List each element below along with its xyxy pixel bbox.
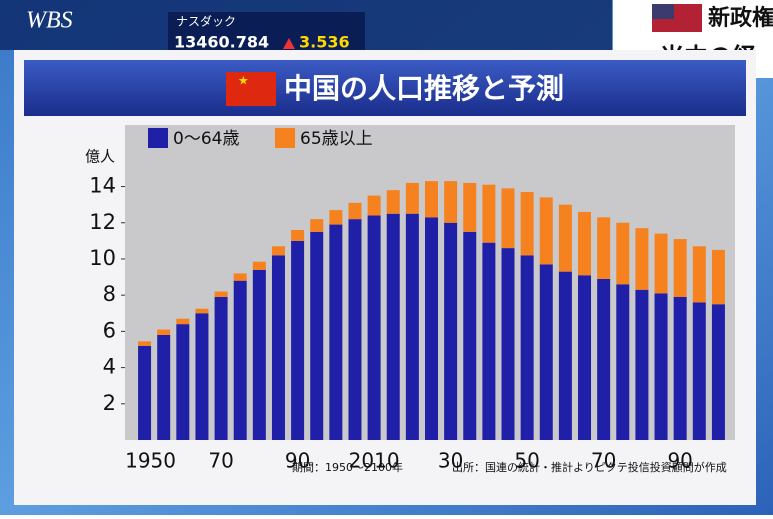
- china-flag: [226, 72, 276, 106]
- ticker-name: ナスダック: [176, 14, 236, 29]
- bar-segment: [520, 191, 534, 256]
- bar-segment: [654, 233, 668, 294]
- bar-segment: [425, 181, 438, 218]
- bar-segment: [271, 246, 285, 256]
- bar-segment: [578, 275, 592, 440]
- bar-segment: [597, 217, 611, 279]
- bar-segment: [233, 273, 247, 281]
- bar-segment: [444, 222, 458, 440]
- bar-segment: [635, 289, 649, 440]
- y-unit: 億人: [85, 148, 115, 166]
- bar-segment: [252, 261, 266, 270]
- bar-segment: [233, 280, 247, 440]
- x-tick-label: 90: [667, 449, 692, 473]
- bar-segment: [444, 181, 458, 223]
- bar-segment: [616, 284, 630, 440]
- bar-segment: [310, 219, 324, 232]
- legend-swatch: [275, 128, 295, 148]
- bar-segment: [138, 341, 152, 346]
- bar-segment: [157, 335, 171, 440]
- bar-segment: [405, 182, 419, 214]
- bar-segment: [386, 213, 400, 440]
- bar-segment: [711, 249, 725, 305]
- bar-segment: [405, 213, 419, 440]
- bar-segment: [386, 190, 400, 214]
- bar-segment: [271, 255, 285, 440]
- bar-segment: [176, 318, 190, 325]
- us-flag-canton: [652, 4, 674, 19]
- y-tick-label: 12: [89, 210, 116, 234]
- bar-segment: [520, 255, 534, 440]
- bar-segment: [176, 324, 190, 440]
- bar-segment: [463, 182, 477, 232]
- bar-segment: [329, 224, 343, 440]
- bar-segment: [673, 296, 687, 440]
- bar-segment: [195, 308, 209, 314]
- bar-segment: [558, 271, 572, 440]
- ticker-value: 13460.784: [174, 33, 269, 52]
- bar-segment: [539, 264, 553, 440]
- logo: WBS: [26, 8, 73, 34]
- bar-segment: [482, 242, 496, 440]
- ticker-change: 3.536: [299, 33, 350, 52]
- bar-segment: [367, 215, 381, 440]
- period-note: 期間：1950～2100年: [292, 460, 403, 474]
- legend-swatch: [148, 128, 168, 148]
- bar-segment: [692, 246, 706, 303]
- y-tick-label: 2: [103, 391, 116, 415]
- up-arrow: [283, 38, 295, 49]
- bar-segment: [654, 293, 668, 440]
- bar-segment: [501, 188, 515, 249]
- bar-segment: [195, 313, 209, 440]
- bar-segment: [482, 184, 496, 243]
- chart-title: 中国の人口推移と予測: [284, 72, 564, 105]
- bar-segment: [616, 222, 630, 285]
- x-tick-label: 70: [591, 449, 616, 473]
- ticker-box: [168, 12, 365, 52]
- title-banner: [24, 60, 746, 116]
- bar-segment: [597, 278, 611, 440]
- bar-segment: [367, 195, 381, 216]
- x-tick-label: 1950: [125, 449, 176, 473]
- bar-segment: [157, 329, 171, 335]
- bar-segment: [329, 210, 343, 225]
- bar-segment: [558, 204, 572, 272]
- legend-label: 65歳以上: [300, 129, 373, 149]
- bar-segment: [692, 302, 706, 440]
- x-tick-label: 70: [208, 449, 233, 473]
- flag-star: ★: [238, 74, 249, 88]
- bar-segment: [138, 345, 152, 440]
- bar-segment: [711, 304, 725, 440]
- bar-segment: [252, 269, 266, 440]
- bar-segment: [425, 217, 438, 440]
- y-tick-label: 8: [103, 282, 116, 306]
- news-headline: 新政権: [708, 5, 773, 31]
- bar-segment: [310, 231, 324, 440]
- bar-segment: [673, 239, 687, 297]
- bar-segment: [214, 296, 228, 440]
- bar-segment: [501, 248, 515, 440]
- x-tick-label: 90: [285, 449, 310, 473]
- bar-segment: [348, 202, 362, 220]
- y-tick-label: 10: [89, 246, 116, 270]
- bar-segment: [214, 291, 228, 297]
- source-note: 出所：国連の統計・推計よりピクテ投信投資顧問が作成: [452, 460, 727, 474]
- x-tick-label: 50: [514, 449, 539, 473]
- x-tick-label: 30: [438, 449, 463, 473]
- bar-segment: [463, 231, 477, 440]
- bar-segment: [539, 197, 553, 265]
- y-tick-label: 14: [89, 174, 116, 198]
- bar-segment: [291, 240, 305, 440]
- y-tick-label: 4: [103, 355, 116, 379]
- bar-segment: [348, 219, 362, 440]
- bar-segment: [291, 230, 305, 241]
- bar-segment: [635, 228, 649, 290]
- legend-label: 0～64歳: [173, 129, 239, 149]
- x-tick-label: 2010: [349, 449, 400, 473]
- y-tick-label: 6: [103, 318, 116, 342]
- bar-segment: [578, 211, 592, 276]
